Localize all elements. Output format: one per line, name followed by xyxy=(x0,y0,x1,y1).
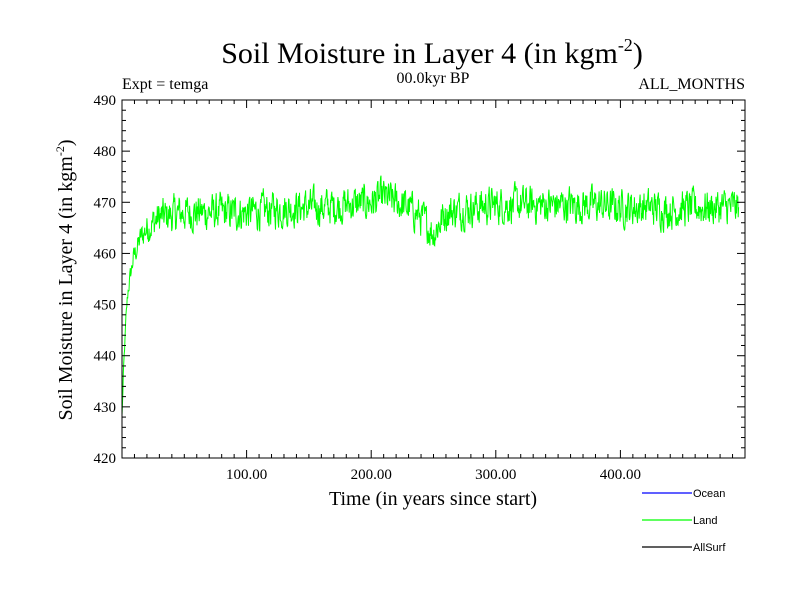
plot-lines xyxy=(121,175,740,416)
y-axis-label-main: Soil Moisture in Layer 4 (in kgm xyxy=(55,156,77,421)
y-tick-label: 490 xyxy=(94,93,117,109)
y-axis-label-superscript: -2 xyxy=(53,146,67,156)
y-tick-label: 420 xyxy=(94,451,117,467)
chart-title: Soil Moisture in Layer 4 (in kgm-2) xyxy=(221,35,643,70)
y-tick-label: 450 xyxy=(94,298,117,314)
y-tick-label: 460 xyxy=(94,246,117,262)
axis-ticks: 100.00 200.00 300.00 400.00 420 430 440 450 460 4… xyxy=(94,93,745,483)
chart-title-main: Soil Moisture in Layer 4 (in kgm xyxy=(221,37,618,70)
legend: Ocean Land AllSurf xyxy=(642,488,726,554)
legend-label-allsurf: AllSurf xyxy=(693,542,726,554)
subtitle-left: Expt = temga xyxy=(122,76,208,93)
series-line-land xyxy=(121,175,740,416)
y-tick-label: 430 xyxy=(94,400,117,416)
chart-title-superscript: -2 xyxy=(618,35,633,55)
y-tick-label: 470 xyxy=(94,195,117,211)
legend-label-ocean: Ocean xyxy=(693,488,725,500)
legend-label-land: Land xyxy=(693,515,717,527)
x-tick-label: 300.00 xyxy=(475,467,516,483)
x-tick-label: 400.00 xyxy=(600,467,641,483)
x-tick-label: 100.00 xyxy=(226,467,267,483)
subtitle-right: ALL_MONTHS xyxy=(638,76,745,93)
y-tick-label: 480 xyxy=(94,144,117,160)
y-axis-label: Soil Moisture in Layer 4 (in kgm-2) xyxy=(53,139,77,420)
x-axis-label: Time (in years since start) xyxy=(329,488,537,510)
y-tick-label: 440 xyxy=(94,349,117,365)
y-axis-label-suffix: ) xyxy=(55,139,77,146)
subtitle-center: 00.0kyr BP xyxy=(397,70,470,87)
x-tick-label: 200.00 xyxy=(351,467,392,483)
plot-frame xyxy=(121,99,746,459)
chart-title-suffix: ) xyxy=(633,37,643,70)
